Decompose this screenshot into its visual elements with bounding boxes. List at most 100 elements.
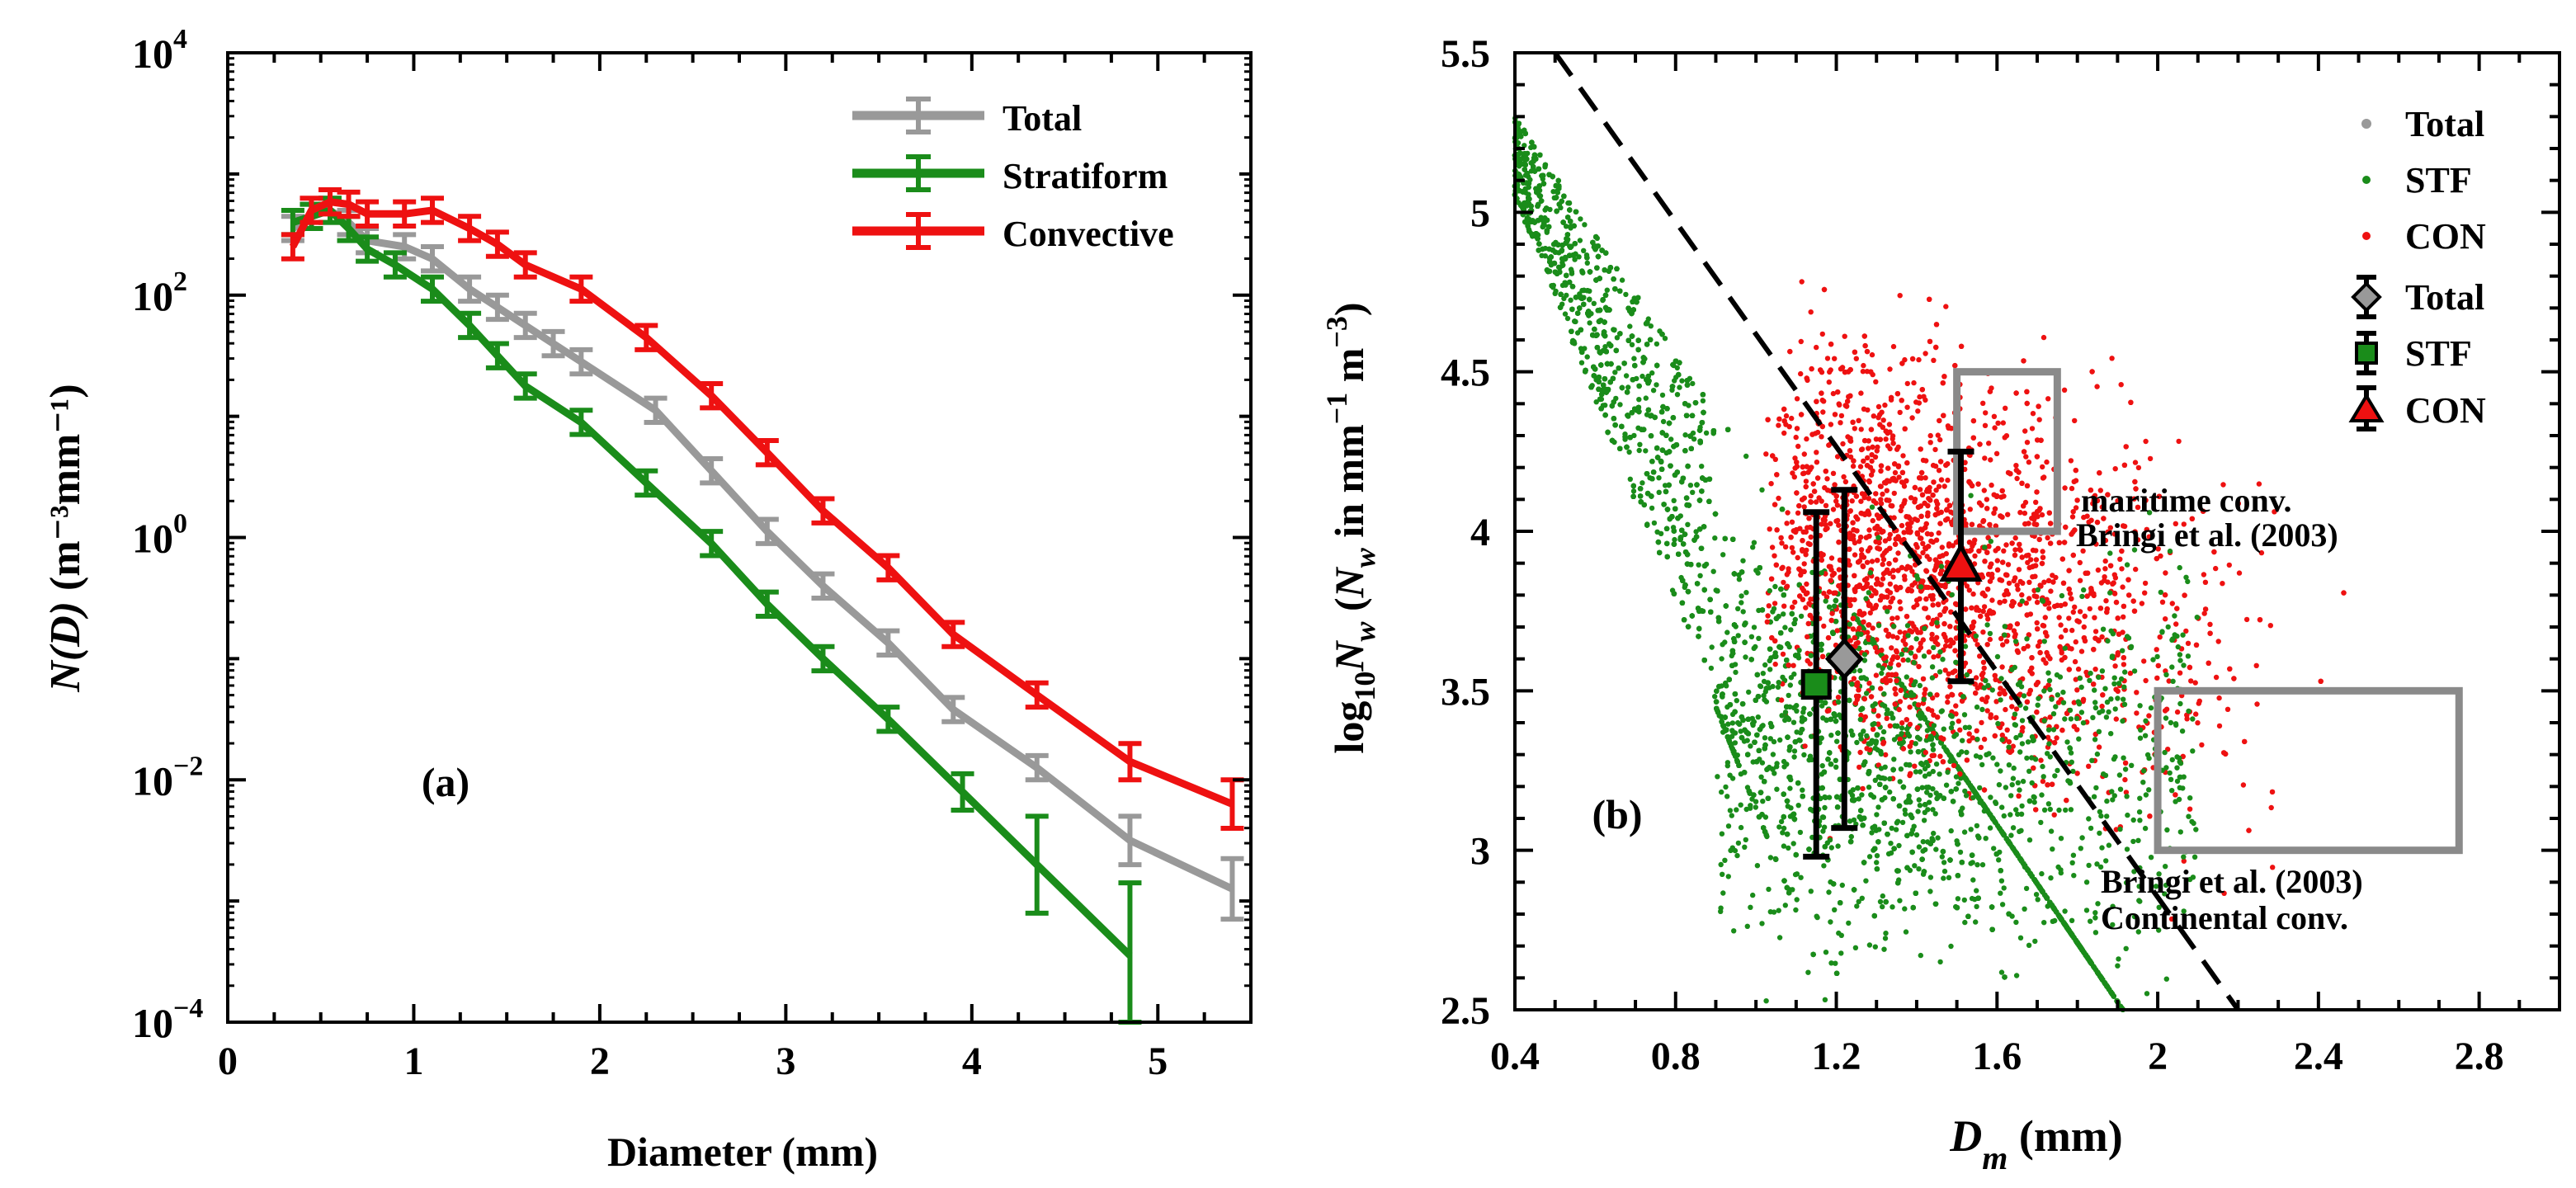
stf-point bbox=[1542, 253, 1549, 259]
stf-point bbox=[1791, 754, 1797, 760]
stf-point bbox=[1636, 397, 1642, 403]
stf-point bbox=[1697, 573, 1703, 578]
stf-point bbox=[1999, 902, 2006, 908]
stf-point bbox=[1832, 907, 1838, 913]
stf-point bbox=[1961, 897, 1967, 903]
x-tick-label: 4 bbox=[962, 1040, 982, 1083]
panel-a-x-axis-label: Diameter (mm) bbox=[607, 1129, 878, 1175]
stf-point bbox=[1897, 898, 1903, 903]
stf-point bbox=[1708, 665, 1715, 672]
stf-point bbox=[1879, 670, 1885, 676]
stf-point bbox=[1770, 683, 1776, 690]
panel-a-y-axis-var: N(D) bbox=[42, 601, 89, 693]
stf-point bbox=[1629, 342, 1635, 347]
stf-point bbox=[1699, 464, 1705, 469]
stf-point bbox=[1696, 562, 1701, 568]
stf-point bbox=[1564, 315, 1571, 322]
stf-point bbox=[1578, 360, 1585, 365]
stf-point bbox=[1672, 536, 1677, 543]
stf-point bbox=[1648, 323, 1654, 329]
stf-point bbox=[1740, 609, 1746, 615]
y-tick-label: 100 bbox=[132, 509, 187, 562]
x-tick-label: 3 bbox=[776, 1040, 795, 1083]
stf-point bbox=[1604, 287, 1611, 293]
stf-point bbox=[1591, 300, 1597, 306]
stf-point bbox=[1625, 384, 1631, 390]
legend-label-stratiform: Stratiform bbox=[1003, 156, 1168, 196]
stf-point bbox=[1685, 521, 1691, 527]
stf-point bbox=[1826, 889, 1832, 895]
stf-point bbox=[1847, 818, 1853, 824]
stf-point bbox=[1762, 662, 1768, 668]
stf-point bbox=[1619, 277, 1625, 283]
stf-point bbox=[1649, 505, 1655, 512]
y-tick-label: 10−4 bbox=[132, 993, 203, 1046]
y-tick-label: 102 bbox=[132, 266, 187, 319]
stf-point bbox=[1767, 667, 1773, 672]
stf-point bbox=[1650, 388, 1657, 394]
stf-point bbox=[1654, 382, 1659, 388]
stf-point bbox=[1987, 825, 1993, 831]
stf-point bbox=[1643, 448, 1649, 454]
panel-a-legend: Total Stratiform Convective bbox=[852, 97, 1174, 254]
stf-point bbox=[1691, 436, 1697, 442]
stf-point bbox=[1753, 568, 1759, 573]
panel-a-y-axis-units: (m⁻³mm⁻¹) bbox=[42, 384, 89, 591]
x-tick-label: 1 bbox=[403, 1040, 423, 1083]
stf-point bbox=[1553, 288, 1559, 295]
stf-point bbox=[1775, 684, 1781, 691]
stf-point bbox=[1659, 392, 1666, 398]
stf-point bbox=[2013, 973, 2020, 978]
stf-point bbox=[1740, 558, 1746, 563]
stf-point bbox=[1974, 903, 1979, 910]
stf-point bbox=[1693, 529, 1699, 535]
stf-point bbox=[1584, 260, 1591, 266]
stf-point bbox=[1627, 476, 1634, 482]
stf-point bbox=[1651, 520, 1658, 526]
stf-point bbox=[1739, 593, 1744, 599]
stf-point bbox=[1643, 395, 1649, 401]
stf-point bbox=[1736, 577, 1743, 582]
legend-label-convective: Convective bbox=[1003, 214, 1174, 254]
stf-point bbox=[1674, 392, 1681, 398]
stf-point bbox=[1749, 796, 1755, 802]
stf-point bbox=[1888, 841, 1894, 846]
stf-point bbox=[1801, 752, 1807, 758]
stf-point bbox=[1792, 616, 1798, 623]
stf-point bbox=[1584, 354, 1590, 360]
stf-point bbox=[1679, 378, 1685, 384]
stf-point bbox=[1735, 606, 1741, 611]
stf-point bbox=[1660, 418, 1667, 425]
stf-point bbox=[1700, 398, 1706, 403]
panel-a-axes-frame bbox=[226, 51, 1253, 1024]
stf-point bbox=[1630, 488, 1637, 494]
stf-point bbox=[1674, 365, 1681, 371]
stf-point bbox=[1626, 449, 1632, 455]
panel-a-label: (a) bbox=[422, 759, 469, 805]
stf-point bbox=[1948, 943, 1954, 950]
panel-a-y-axis-label: N(D) (m⁻³mm⁻¹) bbox=[42, 384, 89, 692]
stf-point bbox=[1687, 483, 1694, 488]
stf-point bbox=[1623, 373, 1630, 379]
stf-point bbox=[1703, 430, 1710, 436]
stf-point bbox=[1902, 807, 1908, 813]
stf-point bbox=[1636, 447, 1642, 454]
stf-point bbox=[1709, 644, 1715, 650]
stf-point bbox=[1782, 625, 1788, 630]
stf-point bbox=[1593, 399, 1599, 405]
stf-point bbox=[1563, 224, 1569, 229]
stf-point bbox=[1899, 819, 1906, 826]
panel-b-chart: 0.4 0.8 1.2 1.6 2 2.4 2.8 2.533.544.555.5 mari… bbox=[1320, 32, 2561, 1176]
stf-point bbox=[1637, 441, 1643, 447]
stf-point bbox=[1649, 370, 1655, 376]
stf-point bbox=[1777, 737, 1783, 743]
stf-point bbox=[1772, 771, 1777, 776]
stf-point bbox=[1577, 238, 1583, 243]
stf-point bbox=[2035, 897, 2041, 903]
y-tick-label: 10−2 bbox=[132, 751, 203, 804]
stf-point bbox=[1743, 453, 1749, 460]
stf-point bbox=[1712, 535, 1718, 541]
